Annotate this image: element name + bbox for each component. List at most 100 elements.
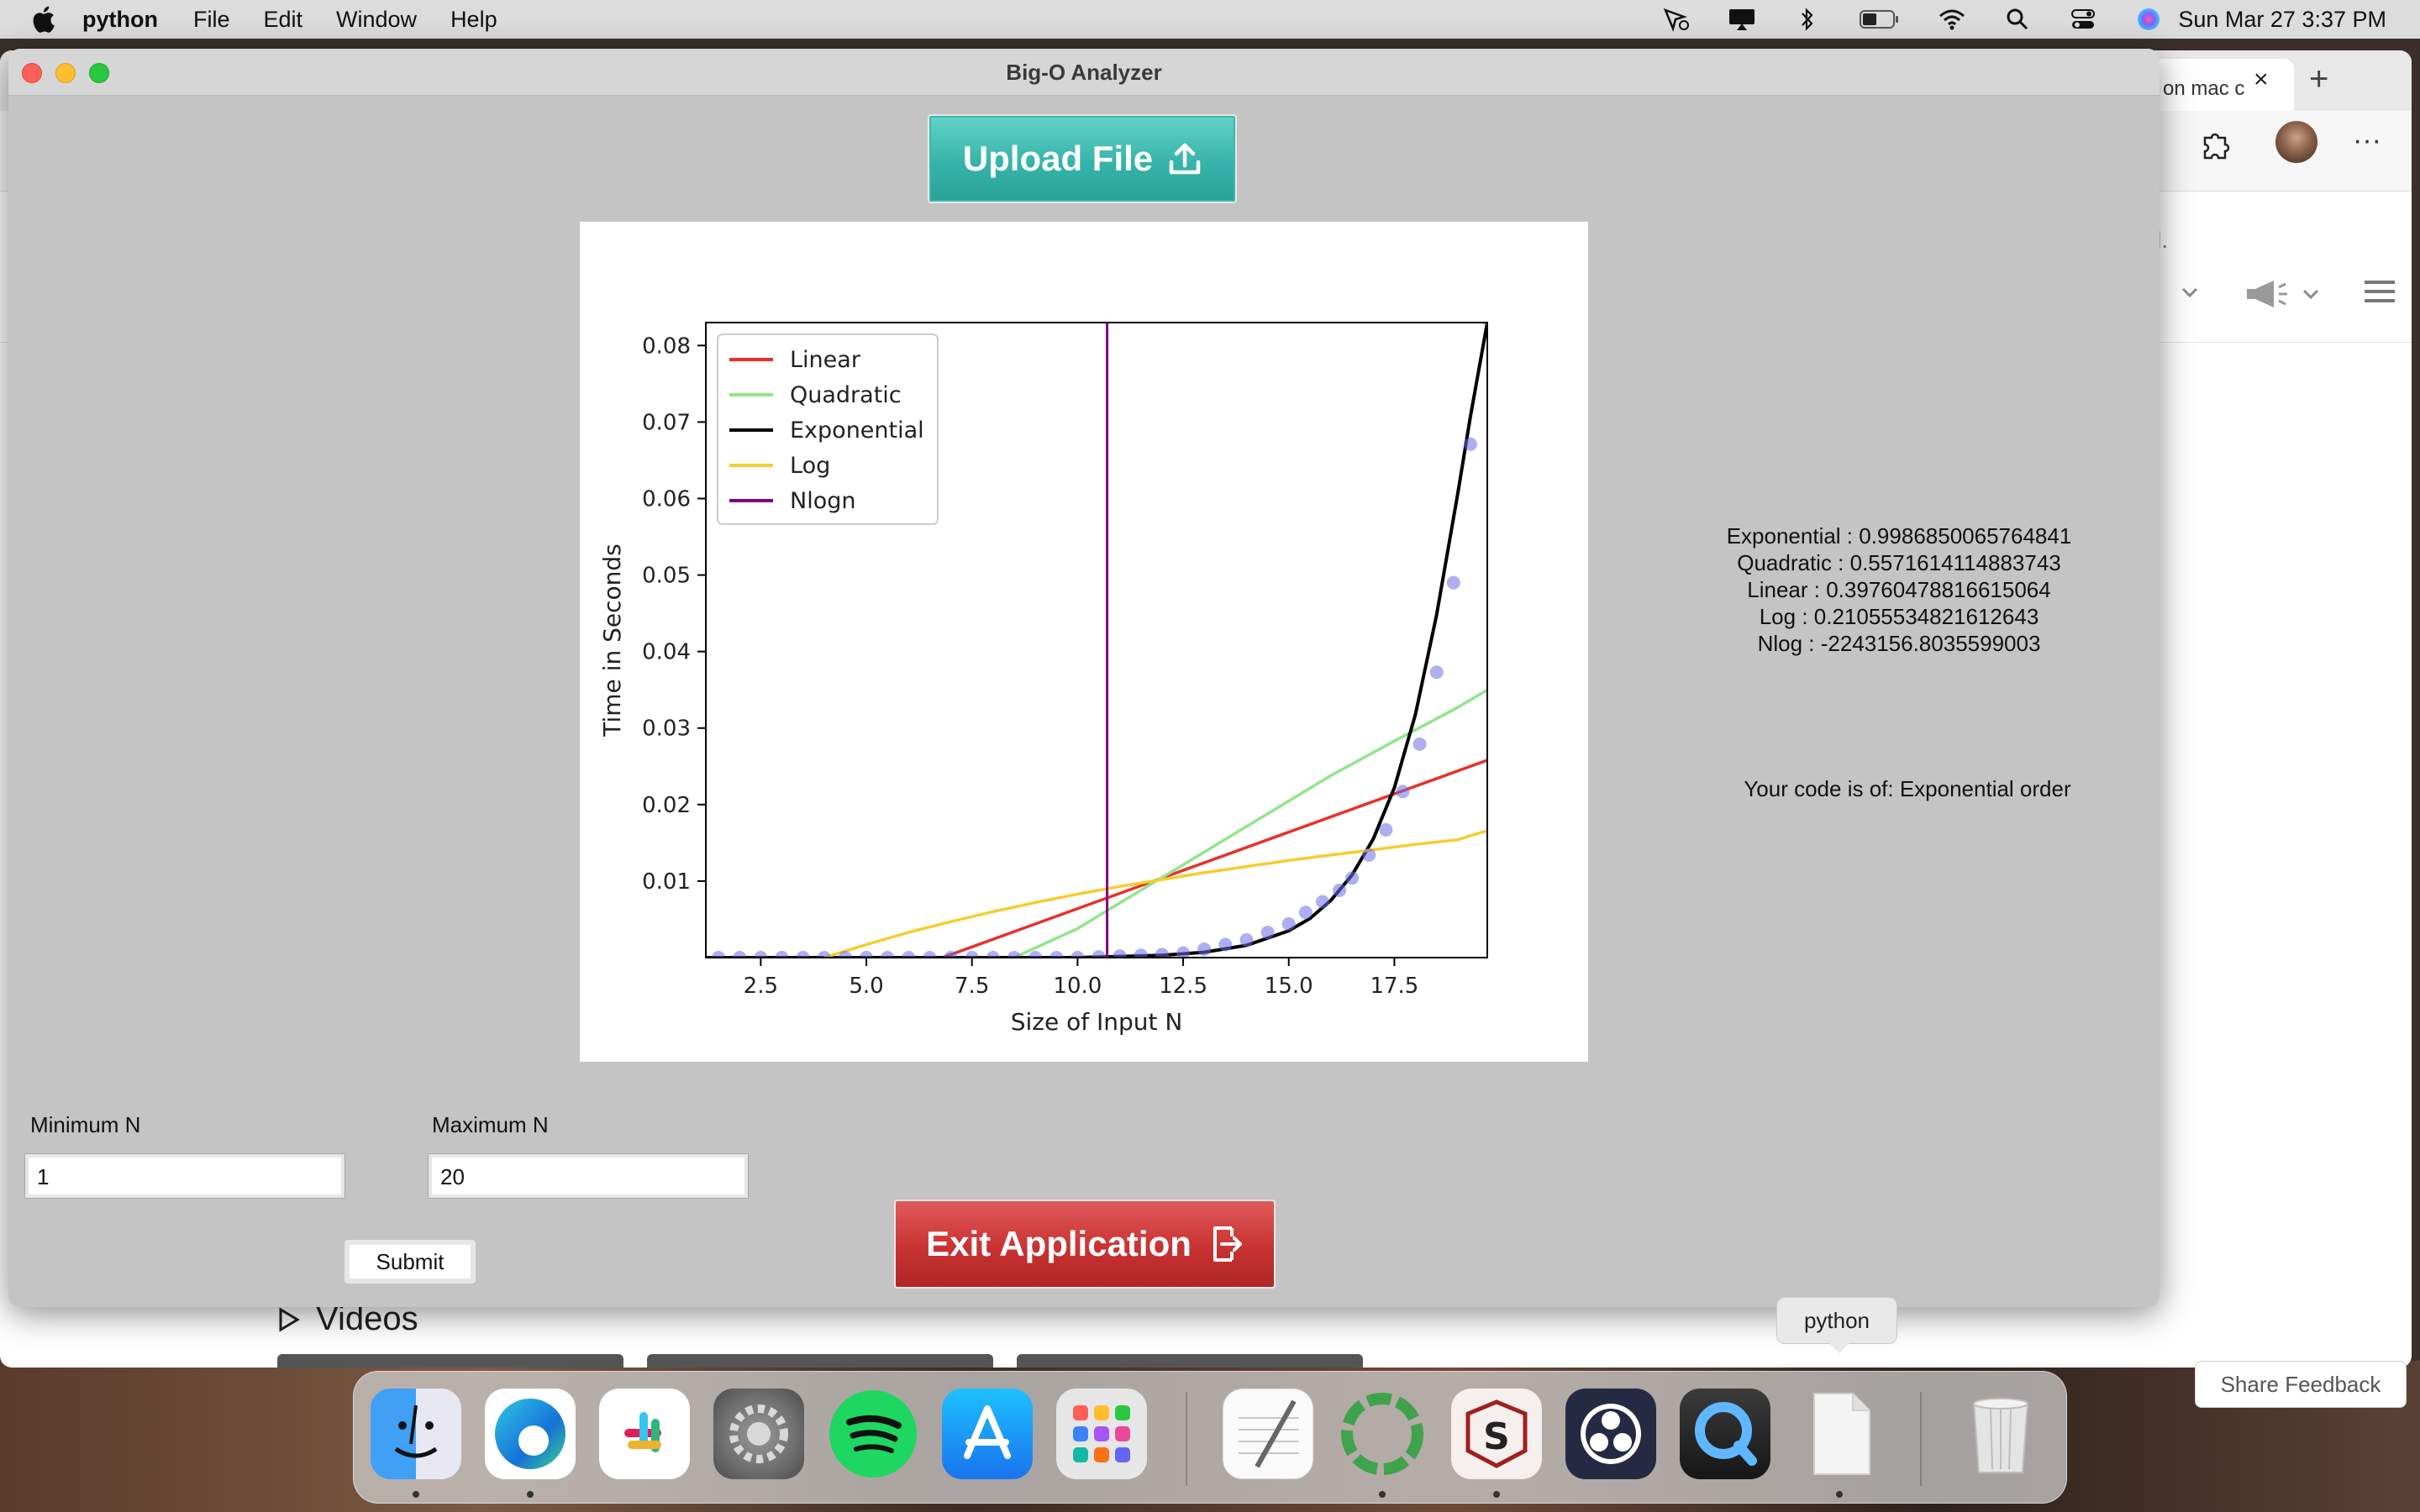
edge-icon[interactable] (485, 1389, 576, 1479)
data-point (1197, 942, 1212, 956)
data-point (881, 951, 895, 958)
data-point (923, 951, 937, 958)
menu-help[interactable]: Help (450, 6, 497, 32)
profile-avatar[interactable] (2275, 121, 2317, 163)
data-point (1463, 437, 1477, 451)
dock: S (353, 1371, 2067, 1504)
battery-icon[interactable] (1859, 7, 1901, 32)
data-point (1281, 916, 1296, 931)
upload-file-label: Upload File (962, 139, 1154, 178)
x-tick-label: 7.5 (955, 974, 989, 999)
x-axis-label: Size of Input N (1011, 1008, 1183, 1036)
screen-mirroring-icon[interactable] (1728, 7, 1756, 32)
x-tick-label: 10.0 (1053, 974, 1102, 999)
maximum-n-input[interactable]: 20 (428, 1153, 749, 1199)
submit-button[interactable]: Submit (345, 1240, 476, 1284)
location-status-icon[interactable] (1662, 7, 1691, 32)
refresh-app-icon[interactable] (1337, 1389, 1428, 1479)
y-tick-label: 0.06 (642, 486, 691, 512)
tab-close-icon[interactable]: × (2254, 66, 2269, 93)
data-point (1028, 951, 1043, 958)
menu-file[interactable]: File (192, 6, 230, 32)
data-point (1298, 906, 1313, 920)
y-tick-label: 0.05 (642, 564, 691, 589)
x-tick-label: 17.5 (1370, 974, 1418, 999)
running-indicator (413, 1491, 419, 1498)
spotlight-search-icon[interactable] (2003, 7, 2032, 32)
data-point (1345, 871, 1360, 885)
exit-application-button[interactable]: Exit Application (894, 1200, 1276, 1289)
data-point (986, 951, 1000, 958)
y-tick-label: 0.08 (642, 333, 691, 359)
fit-results: Exponential : 0.9986850065764841 Quadrat… (1622, 522, 2160, 657)
video-thumbnail[interactable] (277, 1354, 623, 1368)
finder-icon[interactable] (371, 1389, 461, 1479)
video-thumbnail[interactable] (1017, 1354, 1363, 1368)
x-tick-label: 2.5 (744, 974, 778, 999)
data-point (1113, 949, 1127, 958)
siri-icon[interactable] (2134, 7, 2163, 32)
python-document-icon[interactable] (1794, 1389, 1885, 1479)
sublime-like-app-icon[interactable]: S (1451, 1389, 1542, 1479)
window-minimize-button[interactable] (55, 63, 76, 83)
data-point (1333, 883, 1347, 897)
legend-label: Exponential (790, 417, 924, 444)
menu-bar-clock[interactable]: Sun Mar 27 3:37 PM (2178, 6, 2386, 32)
svg-text:S: S (1483, 1415, 1510, 1458)
x-tick-label: 15.0 (1265, 974, 1313, 999)
obs-icon[interactable] (1565, 1389, 1656, 1479)
data-point (944, 951, 958, 958)
textedit-icon[interactable] (1223, 1389, 1313, 1479)
browser-tab[interactable]: on mac c (2134, 59, 2294, 111)
slack-icon[interactable] (599, 1389, 690, 1479)
data-point (1050, 951, 1064, 958)
upload-icon (1169, 143, 1201, 175)
data-point (1071, 951, 1085, 958)
apple-menu-icon[interactable] (30, 5, 55, 34)
data-point (1176, 946, 1191, 958)
upload-file-button[interactable]: Upload File (928, 114, 1237, 203)
data-point (1362, 848, 1376, 862)
dock-tooltip: python (1776, 1297, 1897, 1353)
data-point (1429, 665, 1444, 680)
data-point (817, 951, 831, 958)
app-store-icon[interactable] (942, 1389, 1033, 1479)
launchpad-icon[interactable] (1056, 1389, 1147, 1479)
control-center-icon[interactable] (2069, 7, 2097, 32)
window-close-button[interactable] (22, 63, 42, 83)
bluetooth-icon[interactable] (1793, 7, 1822, 32)
data-point (796, 951, 810, 958)
wifi-icon[interactable] (1938, 7, 1966, 32)
legend-label: Quadratic (790, 382, 902, 408)
menu-bar: python File Edit Window Help Sun Mar 27 … (0, 0, 2420, 39)
more-options-icon[interactable]: ··· (2353, 124, 2381, 156)
maximum-n-label: Maximum N (432, 1112, 549, 1137)
data-point (733, 951, 747, 958)
extensions-icon[interactable] (2196, 126, 2233, 163)
chevron-down-icon[interactable] (2301, 284, 2321, 304)
new-tab-icon[interactable]: + (2309, 60, 2329, 97)
menu-app-name[interactable]: python (82, 6, 158, 32)
menu-window[interactable]: Window (336, 6, 418, 32)
menu-edit[interactable]: Edit (263, 6, 303, 32)
hamburger-menu-icon[interactable] (2363, 279, 2396, 304)
window-title-bar[interactable] (8, 49, 2160, 96)
system-preferences-icon[interactable] (713, 1389, 804, 1479)
dock-separator (1186, 1392, 1187, 1486)
minimum-n-input[interactable]: 1 (24, 1153, 345, 1199)
trash-icon[interactable] (1955, 1389, 2046, 1479)
result-quadratic: Quadratic : 0.5571614114883743 (1737, 550, 2061, 575)
spotify-icon[interactable] (828, 1389, 918, 1479)
plot-frame (705, 322, 1488, 958)
data-point (1155, 948, 1169, 958)
quicktime-icon[interactable] (1680, 1389, 1770, 1479)
data-point (775, 951, 789, 958)
window-zoom-button[interactable] (89, 63, 109, 83)
chevron-down-icon[interactable] (2180, 282, 2200, 302)
y-axis-label: Time in Seconds (598, 543, 626, 737)
video-thumbnail[interactable] (647, 1354, 993, 1368)
dock-separator (1920, 1392, 1922, 1486)
series-quadratic-line (1013, 688, 1487, 958)
share-feedback-button[interactable]: Share Feedback (2195, 1361, 2407, 1408)
megaphone-icon[interactable] (2242, 277, 2292, 311)
